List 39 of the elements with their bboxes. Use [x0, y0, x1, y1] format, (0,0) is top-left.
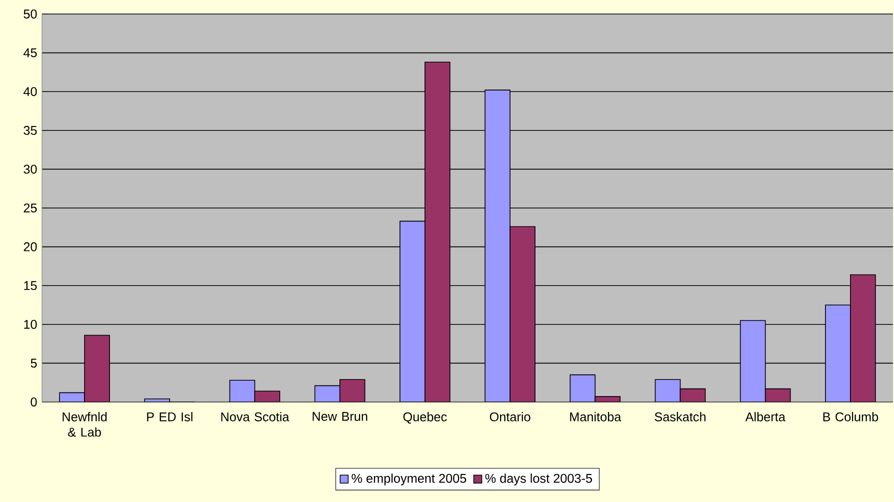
bar [740, 320, 766, 402]
x-tick-label: Ontario [490, 412, 530, 422]
y-tick-label: 45 [24, 48, 37, 58]
bar [84, 334, 110, 402]
bar [229, 380, 256, 402]
bar [400, 220, 426, 402]
bar [484, 90, 510, 402]
bar [510, 226, 536, 402]
y-tick-label: 25 [24, 204, 37, 212]
x-tick-label: Quebec [403, 412, 447, 424]
x-tick-label: Newfnld & Lab [62, 412, 107, 437]
bar [850, 274, 876, 402]
legend-label: % employment 2005 [352, 474, 466, 486]
bar [680, 388, 706, 402]
y-tick-label: 40 [24, 87, 37, 96]
bar [825, 304, 851, 402]
x-tick-label: New Brun [312, 412, 368, 421]
bar [339, 379, 366, 402]
y-tick-label: 35 [24, 126, 37, 135]
y-tick-label: 15 [24, 281, 37, 290]
legend-label: % days lost 2003-5 [485, 474, 592, 486]
bar [654, 379, 681, 402]
x-tick-label: P ED Isl [147, 412, 192, 422]
bar [424, 62, 450, 402]
x-tick-label: Nova Scotia [221, 412, 290, 422]
y-tick-label: 30 [24, 164, 37, 174]
y-tick-label: 10 [24, 320, 37, 329]
y-tick-label: 0 [30, 398, 37, 406]
bar [314, 385, 340, 402]
x-tick-label: Alberta [745, 412, 786, 422]
y-tick-label: 20 [24, 242, 37, 252]
x-tick-label: B Columb [823, 412, 878, 422]
y-tick-label: 5 [30, 358, 37, 368]
bar [570, 374, 596, 402]
x-tick-label: Manitoba [570, 412, 622, 422]
y-tick-label: 50 [24, 10, 37, 18]
bar [765, 388, 790, 402]
bar [254, 391, 280, 402]
x-tick-label: Saskatch [654, 412, 706, 422]
